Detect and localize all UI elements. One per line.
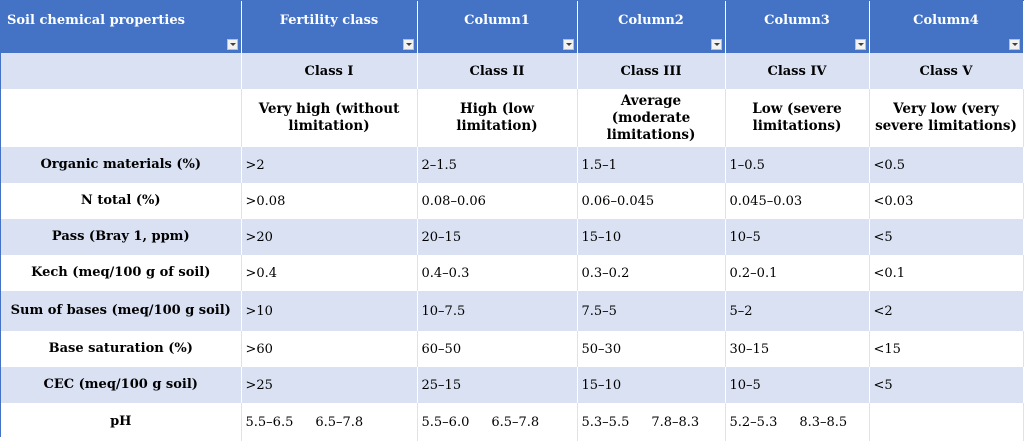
value-cell: 0.06–0.045	[577, 183, 726, 219]
header-label: Fertility class	[279, 13, 379, 28]
value-cell: 10–5	[725, 219, 870, 255]
value-cell: 30–15	[725, 331, 870, 367]
value-cell: >0.08	[241, 183, 418, 219]
description-cell: Very low (very severe limitations)	[869, 89, 1024, 147]
header-cell: Fertility class	[241, 1, 418, 53]
value-cell: 2–1.5	[417, 147, 578, 183]
value-cell: <0.5	[869, 147, 1024, 183]
value-cell: 5.3–5.5 7.8–8.3	[577, 403, 726, 441]
value-cell: <15	[869, 331, 1024, 367]
value-cell: 60–50	[417, 331, 578, 367]
property-label: Organic materials (%)	[1, 147, 242, 183]
value-cell: <0.1	[869, 255, 1024, 291]
filter-dropdown-icon[interactable]	[226, 39, 238, 50]
table-row: Sum of bases (meq/100 g soil) >10 10–7.5…	[1, 291, 1024, 331]
table-row: Base saturation (%) >60 60–50 50–30 30–1…	[1, 331, 1024, 367]
table-row: Organic materials (%) >2 2–1.5 1.5–1 1–0…	[1, 147, 1024, 183]
property-label: Sum of bases (meq/100 g soil)	[1, 291, 242, 331]
table-row: Pass (Bray 1, ppm) >20 20–15 15–10 10–5 …	[1, 219, 1024, 255]
class-cell: Class V	[869, 53, 1024, 89]
header-label: Column4	[913, 13, 979, 28]
value-cell: 5.5–6.5 6.5–7.8	[241, 403, 418, 441]
ph-low-range: 5.5–6.5	[245, 414, 294, 430]
description-cell: Low (severe limitations)	[725, 89, 870, 147]
value-cell: 0.4–0.3	[417, 255, 578, 291]
value-cell: 1–0.5	[725, 147, 870, 183]
value-cell: 50–30	[577, 331, 726, 367]
filter-dropdown-icon[interactable]	[562, 39, 574, 50]
value-cell: 5–2	[725, 291, 870, 331]
property-label: Pass (Bray 1, ppm)	[1, 219, 242, 255]
description-cell: Very high (without limitation)	[241, 89, 418, 147]
description-cell: High (low limitation)	[417, 89, 578, 147]
header-label: Column2	[618, 13, 684, 28]
value-cell: 7.5–5	[577, 291, 726, 331]
value-cell: <5	[869, 367, 1024, 403]
value-cell: >20	[241, 219, 418, 255]
empty-cell	[1, 53, 242, 89]
header-label: Column3	[764, 13, 830, 28]
filter-dropdown-icon[interactable]	[710, 39, 722, 50]
value-cell: 1.5–1	[577, 147, 726, 183]
ph-high-range: 6.5–7.8	[491, 414, 540, 430]
table-row: CEC (meq/100 g soil) >25 25–15 15–10 10–…	[1, 367, 1024, 403]
value-cell: 5.5–6.0 6.5–7.8	[417, 403, 578, 441]
value-cell: >60	[241, 331, 418, 367]
class-cell: Class II	[417, 53, 578, 89]
header-cell: Column3	[725, 1, 870, 53]
class-cell: Class IV	[725, 53, 870, 89]
empty-cell	[1, 89, 242, 147]
value-cell: 15–10	[577, 367, 726, 403]
header-cell: Soil chemical properties	[1, 1, 242, 53]
property-label: pH	[1, 403, 242, 441]
table-row: N total (%) >0.08 0.08–0.06 0.06–0.045 0…	[1, 183, 1024, 219]
value-cell: 10–5	[725, 367, 870, 403]
property-label: Base saturation (%)	[1, 331, 242, 367]
description-cell: Average (moderate limitations)	[577, 89, 726, 147]
value-cell: 10–7.5	[417, 291, 578, 331]
ph-low-range: 5.3–5.5	[581, 414, 630, 430]
ph-high-range: 8.3–8.5	[799, 414, 848, 430]
value-cell: 5.2–5.3 8.3–8.5	[725, 403, 870, 441]
value-cell: 0.045–0.03	[725, 183, 870, 219]
value-cell: 0.2–0.1	[725, 255, 870, 291]
class-row: Class I Class II Class III Class IV Clas…	[1, 53, 1024, 89]
value-cell: <2	[869, 291, 1024, 331]
value-cell: >25	[241, 367, 418, 403]
ph-row: pH 5.5–6.5 6.5–7.8 5.5–6.0 6.5–7.8 5.3–5.5…	[1, 403, 1024, 441]
value-cell: 0.08–0.06	[417, 183, 578, 219]
ph-low-range: 5.5–6.0	[421, 414, 470, 430]
property-label: N total (%)	[1, 183, 242, 219]
header-cell: Column1	[417, 1, 578, 53]
ph-low-range: 5.2–5.3	[729, 414, 778, 430]
property-label: Kech (meq/100 g of soil)	[1, 255, 242, 291]
value-cell: 0.3–0.2	[577, 255, 726, 291]
value-cell: 15–10	[577, 219, 726, 255]
table-row: Kech (meq/100 g of soil) >0.4 0.4–0.3 0.…	[1, 255, 1024, 291]
ph-high-range: 6.5–7.8	[315, 414, 364, 430]
property-label: CEC (meq/100 g soil)	[1, 367, 242, 403]
header-cell: Column2	[577, 1, 726, 53]
header-cell: Column4	[869, 1, 1024, 53]
value-cell: 20–15	[417, 219, 578, 255]
value-cell: >10	[241, 291, 418, 331]
description-row: Very high (without limitation) High (low…	[1, 89, 1024, 147]
value-cell: >0.4	[241, 255, 418, 291]
class-cell: Class I	[241, 53, 418, 89]
filter-dropdown-icon[interactable]	[1008, 39, 1020, 50]
filter-dropdown-icon[interactable]	[854, 39, 866, 50]
header-label: Column1	[464, 13, 530, 28]
value-cell: <5	[869, 219, 1024, 255]
value-cell: <0.03	[869, 183, 1024, 219]
value-cell: 25–15	[417, 367, 578, 403]
value-cell	[869, 403, 1024, 441]
class-cell: Class III	[577, 53, 726, 89]
ph-high-range: 7.8–8.3	[651, 414, 700, 430]
header-row: Soil chemical properties Fertility class…	[1, 1, 1024, 53]
value-cell: >2	[241, 147, 418, 183]
filter-dropdown-icon[interactable]	[402, 39, 414, 50]
header-label: Soil chemical properties	[7, 13, 185, 28]
